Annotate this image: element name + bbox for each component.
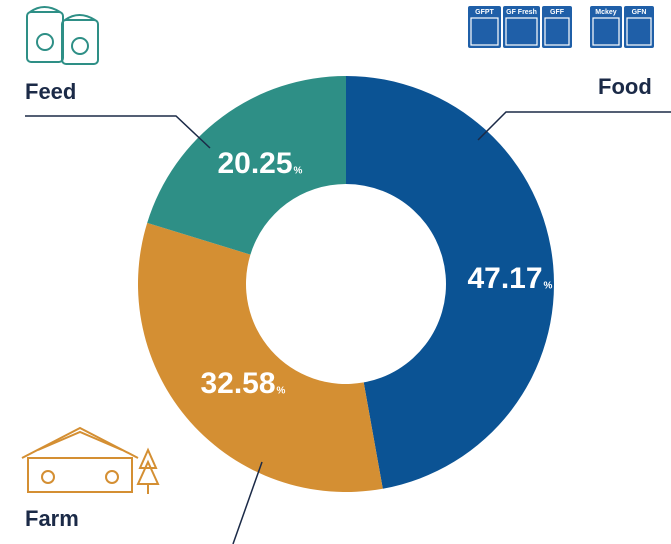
donut-segment [346, 76, 555, 489]
brand-label: GFPT [475, 9, 494, 16]
brand-label: Mckey [595, 9, 617, 16]
brand-badge [542, 6, 572, 48]
value-unit: % [294, 166, 303, 177]
donut-segment [147, 76, 346, 255]
value-unit: % [277, 386, 286, 397]
value-unit: % [544, 281, 553, 292]
brand-badge [590, 6, 622, 48]
brand-label: GFF [550, 9, 565, 16]
brand-inner [592, 17, 620, 46]
brand-badge [503, 6, 540, 48]
brand-inner [544, 17, 570, 46]
brand-badge [468, 6, 501, 48]
value-label: 20.25 [217, 147, 292, 180]
feed-icon [26, 6, 99, 65]
brand-badge [624, 6, 654, 48]
brand-badges: GFPT GF Fresh GFF Mckey GFN [468, 6, 654, 48]
category-label: Feed [25, 79, 76, 104]
category-label: Food [598, 74, 652, 99]
farm-leader [232, 461, 263, 544]
brand-label: GFN [632, 9, 647, 16]
farm-icon [21, 426, 160, 494]
food-leader [477, 111, 671, 141]
donut-segment [137, 222, 383, 493]
value-label: 47.17 [467, 262, 542, 295]
brand-inner [470, 17, 499, 46]
value-label: 32.58 [200, 367, 275, 400]
feed-leader [25, 115, 211, 149]
donut [137, 76, 555, 493]
brand-label: GF Fresh [506, 9, 537, 16]
brand-inner [505, 17, 538, 46]
brand-inner [626, 17, 652, 46]
category-label: Farm [25, 506, 79, 531]
